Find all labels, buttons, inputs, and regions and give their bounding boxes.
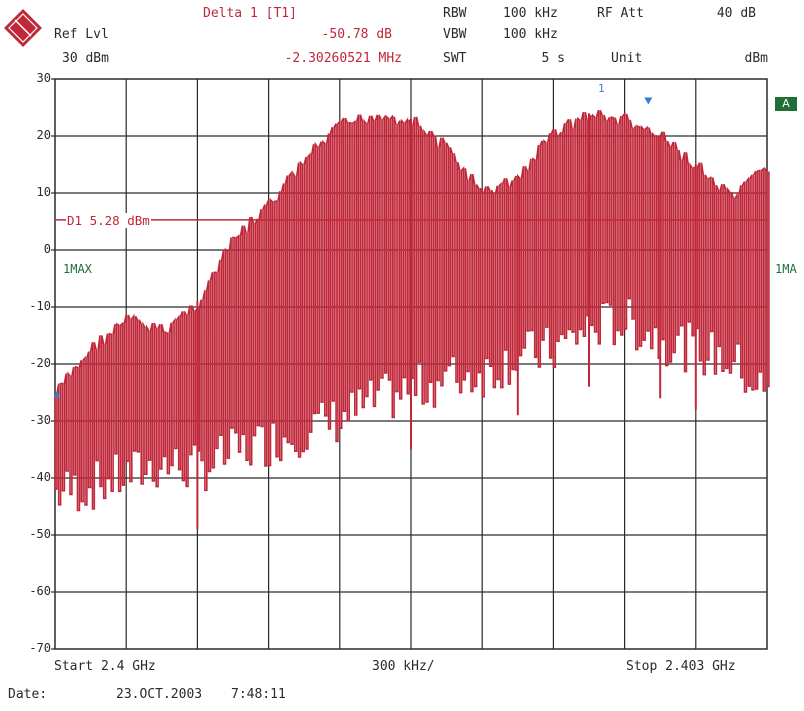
y-tick-label: 10 bbox=[36, 185, 51, 199]
marker-level: -50.78 dB bbox=[321, 27, 392, 42]
y-tick-label: -40 bbox=[29, 470, 51, 484]
swt-label: SWT bbox=[443, 51, 467, 66]
vbw-value: 100 kHz bbox=[503, 27, 558, 42]
marker-title: Delta 1 [T1] bbox=[203, 6, 297, 21]
stop-frequency: Stop 2.403 GHz bbox=[626, 659, 736, 674]
rs-logo bbox=[4, 9, 42, 47]
y-tick-label: -70 bbox=[29, 641, 51, 655]
overlays bbox=[54, 97, 767, 398]
ref-level-label: Ref Lvl bbox=[54, 27, 109, 42]
y-tick-label: 0 bbox=[43, 242, 51, 256]
start-frequency: Start 2.4 GHz bbox=[54, 659, 156, 674]
screen-a-flag: A bbox=[775, 97, 797, 111]
unit-label: Unit bbox=[611, 51, 643, 66]
y-tick-label: -30 bbox=[29, 413, 51, 427]
vbw-label: VBW bbox=[443, 27, 467, 42]
date-label: Date: bbox=[8, 687, 48, 702]
marker-1-triangle bbox=[644, 97, 653, 105]
rbw-label: RBW bbox=[443, 6, 467, 21]
swt-value: 5 s bbox=[541, 51, 565, 66]
rf-att-label: RF Att bbox=[597, 6, 644, 21]
trace bbox=[54, 109, 770, 530]
reference-marker bbox=[54, 390, 60, 398]
marker-frequency: -2.30260521 MHz bbox=[284, 51, 402, 66]
rf-att-value: 40 dB bbox=[716, 6, 756, 21]
y-tick-label: -20 bbox=[29, 356, 51, 370]
trace-label-left: 1MAX bbox=[63, 262, 92, 276]
trace-label-right: 1MA bbox=[775, 262, 797, 276]
y-tick-label: -60 bbox=[29, 584, 51, 598]
display-line-label: D1 5.28 dBm bbox=[66, 213, 151, 228]
span-per-division: 300 kHz/ bbox=[372, 659, 435, 674]
y-tick-label: -10 bbox=[29, 299, 51, 313]
ref-level-value: 30 dBm bbox=[62, 51, 109, 66]
y-tick-label: 30 bbox=[36, 71, 51, 85]
date-value: 23.OCT.2003 bbox=[116, 687, 203, 702]
unit-value: dBm bbox=[744, 51, 768, 66]
rbw-value: 100 kHz bbox=[503, 6, 558, 21]
marker-number: 1 bbox=[598, 82, 605, 95]
y-tick-label: 20 bbox=[36, 128, 51, 142]
y-tick-label: -50 bbox=[29, 527, 51, 541]
time-value: 7:48:11 bbox=[231, 687, 286, 702]
